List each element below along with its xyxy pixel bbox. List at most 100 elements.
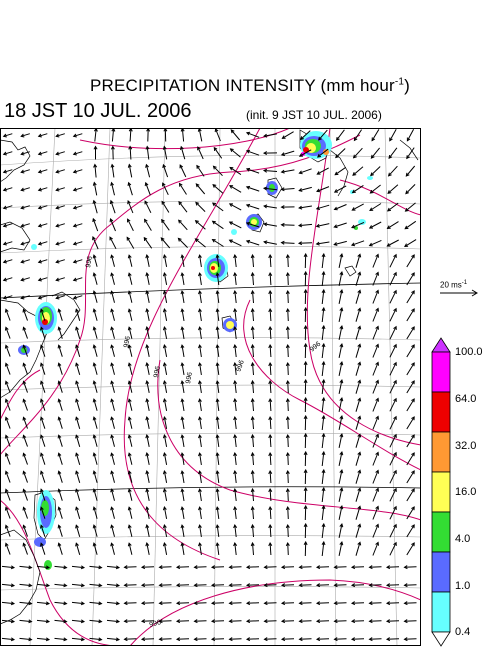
wind-arrow — [299, 638, 312, 640]
wind-arrow-head — [145, 254, 150, 259]
wind-arrow-head — [268, 325, 273, 331]
wind-arrow-head — [10, 601, 16, 606]
wind-arrow-head — [75, 308, 79, 313]
wind-arrow — [252, 416, 254, 430]
wind-arrow — [93, 255, 98, 267]
wind-arrow — [71, 565, 85, 569]
wind-arrow-head — [333, 242, 338, 246]
wind-arrow — [19, 619, 32, 623]
wind-arrow-head — [63, 601, 68, 606]
init-time: (init. 9 JST 10 JUL. 2006) — [246, 108, 382, 122]
wind-arrow-head — [350, 601, 356, 606]
wind-arrow-head — [40, 362, 44, 367]
colorbar-label: 0.4 — [455, 626, 471, 638]
wind-arrow-head — [245, 131, 251, 136]
wind-arrow — [321, 487, 325, 503]
wind-arrow — [3, 277, 13, 281]
wind-arrow-head — [57, 470, 62, 475]
wind-arrow-head — [198, 362, 202, 367]
wind-arrow — [252, 452, 254, 466]
wind-arrow-head — [245, 185, 251, 190]
wind-arrow-head — [375, 469, 379, 474]
wind-arrow-head — [210, 637, 216, 642]
wind-scale-arrow — [440, 289, 478, 297]
wind-arrow-head — [375, 505, 379, 510]
wind-arrow-head — [375, 415, 379, 420]
wind-arrow — [287, 434, 289, 448]
wind-arrow-head — [75, 380, 79, 385]
wind-arrow — [246, 602, 260, 604]
lat-lon-grid — [0, 128, 421, 646]
wind-arrow-head — [403, 619, 408, 624]
wind-arrow — [124, 638, 137, 640]
wind-arrow — [163, 525, 168, 537]
colorbar-swatch — [431, 351, 451, 393]
wind-arrow-head — [350, 565, 356, 570]
wind-arrow — [334, 602, 347, 604]
wind-arrow — [110, 218, 116, 232]
wind-arrow-head — [268, 487, 273, 493]
wind-arrow-head — [123, 565, 128, 570]
wind-arrow — [321, 271, 325, 287]
wind-arrow — [58, 363, 63, 375]
wind-arrow-head — [40, 452, 44, 457]
wind-arrow-head — [268, 523, 273, 529]
wind-arrow — [252, 290, 254, 304]
wind-arrow — [216, 327, 220, 339]
wind-arrow — [389, 416, 397, 430]
wind-arrow — [234, 524, 237, 538]
wind-arrow — [159, 566, 172, 568]
wind-arrow — [54, 565, 67, 569]
wind-arrow — [216, 543, 220, 555]
wind-arrow-head — [357, 451, 362, 456]
wind-arrow-head — [140, 583, 146, 588]
wind-arrow-head — [180, 398, 185, 403]
wind-arrow-head — [162, 506, 167, 511]
wind-arrow — [338, 254, 343, 268]
wind-arrow — [127, 200, 134, 214]
wind-arrow — [129, 146, 132, 160]
wind-arrow-head — [212, 165, 217, 170]
wind-arrow-head — [315, 583, 321, 588]
wind-arrow — [128, 435, 133, 447]
wind-arrow-head — [2, 259, 7, 264]
colorbar — [431, 337, 451, 647]
wind-arrow — [178, 201, 188, 213]
wind-arrow — [106, 619, 120, 623]
wind-arrow — [370, 166, 381, 176]
wind-arrow — [406, 380, 415, 394]
wind-arrow-head — [321, 432, 326, 438]
wind-arrow-head — [233, 397, 238, 403]
wind-arrow — [389, 488, 397, 502]
wind-arrow — [299, 186, 312, 192]
wind-arrow — [181, 327, 185, 339]
wind-arrow — [5, 453, 11, 465]
wind-arrow-head — [350, 637, 356, 642]
wind-arrow — [199, 327, 202, 339]
colorbar-swatch — [431, 471, 451, 513]
wind-arrow-head — [145, 308, 150, 313]
wind-arrow — [338, 452, 343, 466]
wind-arrow — [338, 506, 343, 520]
wind-arrow — [71, 619, 85, 623]
wind-arrow-head — [334, 171, 339, 176]
wind-arrow-head — [110, 181, 114, 186]
wind-arrow — [316, 223, 330, 227]
wind-arrow — [94, 164, 97, 178]
wind-arrow — [355, 470, 361, 484]
wind-arrow-head — [375, 397, 379, 402]
wind-arrow — [317, 167, 329, 175]
wind-arrow — [386, 584, 400, 586]
wind-arrow — [111, 291, 115, 303]
wind-arrow — [124, 566, 137, 568]
wind-arrow — [5, 309, 11, 321]
wind-arrow — [111, 128, 115, 142]
wind-arrow-head — [198, 434, 202, 439]
wind-arrow — [234, 380, 237, 394]
wind-arrow-head — [321, 306, 326, 312]
wind-arrow-head — [57, 506, 62, 511]
wind-arrow — [387, 202, 399, 212]
wind-arrow-head — [22, 452, 27, 457]
wind-arrow-head — [298, 565, 303, 570]
wind-arrow-head — [22, 434, 27, 439]
